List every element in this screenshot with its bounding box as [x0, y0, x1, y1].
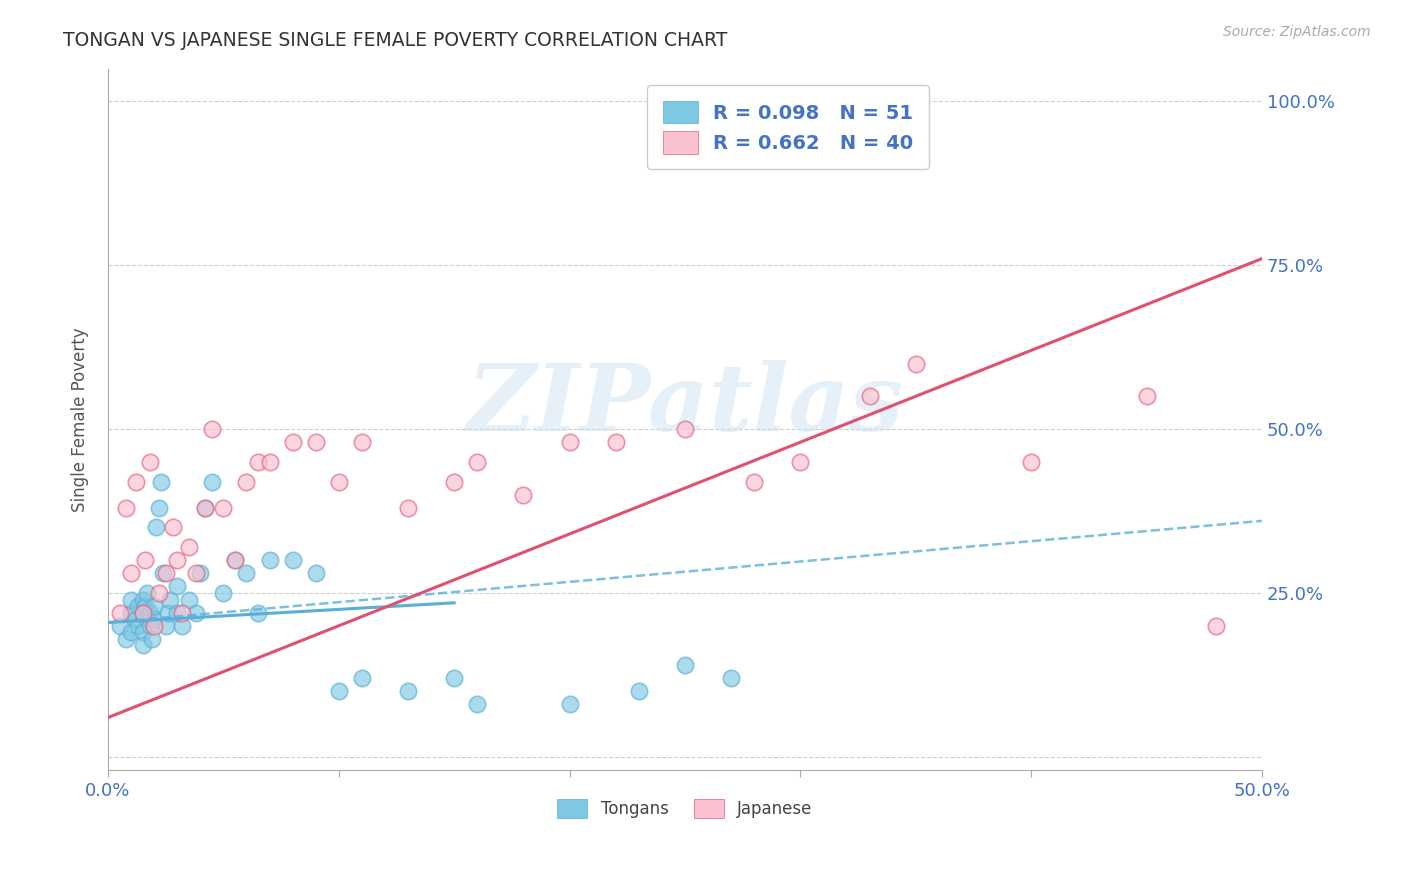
Point [201, 422, 224, 436]
Point [138, 606, 160, 620]
Point [120, 592, 142, 607]
Point [120, 625, 142, 640]
Point [177, 592, 200, 607]
Point [166, 579, 188, 593]
Point [673, 658, 696, 673]
Point [131, 592, 153, 607]
Point [166, 553, 188, 567]
Point [742, 475, 765, 489]
Point [108, 619, 131, 633]
Point [281, 553, 304, 567]
Y-axis label: Single Female Poverty: Single Female Poverty [72, 327, 89, 512]
Point [246, 606, 269, 620]
Point [155, 619, 177, 633]
Point [328, 475, 350, 489]
Point [150, 475, 173, 489]
Point [125, 612, 148, 626]
Point [184, 566, 207, 581]
Legend: Tongans, Japanese: Tongans, Japanese [551, 792, 820, 825]
Point [673, 422, 696, 436]
Point [1019, 455, 1042, 469]
Point [465, 455, 488, 469]
Text: TONGAN VS JAPANESE SINGLE FEMALE POVERTY CORRELATION CHART: TONGAN VS JAPANESE SINGLE FEMALE POVERTY… [63, 31, 728, 50]
Point [328, 684, 350, 698]
Point [143, 612, 166, 626]
Point [143, 599, 166, 613]
Point [396, 500, 419, 515]
Point [512, 488, 534, 502]
Point [605, 435, 627, 450]
Point [170, 619, 193, 633]
Point [138, 619, 160, 633]
Point [131, 639, 153, 653]
Point [177, 540, 200, 554]
Point [136, 612, 159, 626]
Point [152, 566, 174, 581]
Point [120, 606, 142, 620]
Point [145, 520, 167, 534]
Point [465, 698, 488, 712]
Point [162, 520, 184, 534]
Point [558, 698, 581, 712]
Point [904, 357, 927, 371]
Point [246, 455, 269, 469]
Point [789, 455, 811, 469]
Point [188, 566, 211, 581]
Point [858, 389, 880, 403]
Point [305, 566, 328, 581]
Point [627, 684, 650, 698]
Point [1135, 389, 1157, 403]
Point [235, 566, 257, 581]
Point [350, 435, 373, 450]
Point [156, 606, 179, 620]
Point [166, 606, 188, 620]
Point [201, 475, 224, 489]
Point [131, 606, 153, 620]
Point [194, 500, 217, 515]
Point [443, 671, 465, 685]
Point [125, 475, 148, 489]
Point [155, 566, 177, 581]
Point [148, 500, 170, 515]
Point [108, 606, 131, 620]
Point [259, 553, 281, 567]
Text: Source: ZipAtlas.com: Source: ZipAtlas.com [1223, 25, 1371, 39]
Point [235, 475, 257, 489]
Point [212, 500, 235, 515]
Point [136, 586, 159, 600]
Point [170, 606, 193, 620]
Point [148, 586, 170, 600]
Point [720, 671, 742, 685]
Point [115, 500, 138, 515]
Text: ZIPatlas: ZIPatlas [467, 360, 904, 450]
Point [115, 632, 138, 646]
Point [127, 599, 149, 613]
Point [558, 435, 581, 450]
Point [127, 619, 149, 633]
Point [350, 671, 373, 685]
Point [212, 586, 235, 600]
Point [443, 475, 465, 489]
Point [305, 435, 328, 450]
Point [224, 553, 246, 567]
Point [134, 599, 156, 613]
Point [138, 455, 160, 469]
Point [141, 632, 163, 646]
Point [396, 684, 419, 698]
Point [134, 553, 156, 567]
Point [184, 606, 207, 620]
Point [143, 619, 166, 633]
Point [120, 566, 142, 581]
Point [131, 606, 153, 620]
Point [224, 553, 246, 567]
Point [194, 500, 217, 515]
Point [131, 625, 153, 640]
Point [159, 592, 181, 607]
Point [259, 455, 281, 469]
Point [1205, 619, 1227, 633]
Point [281, 435, 304, 450]
